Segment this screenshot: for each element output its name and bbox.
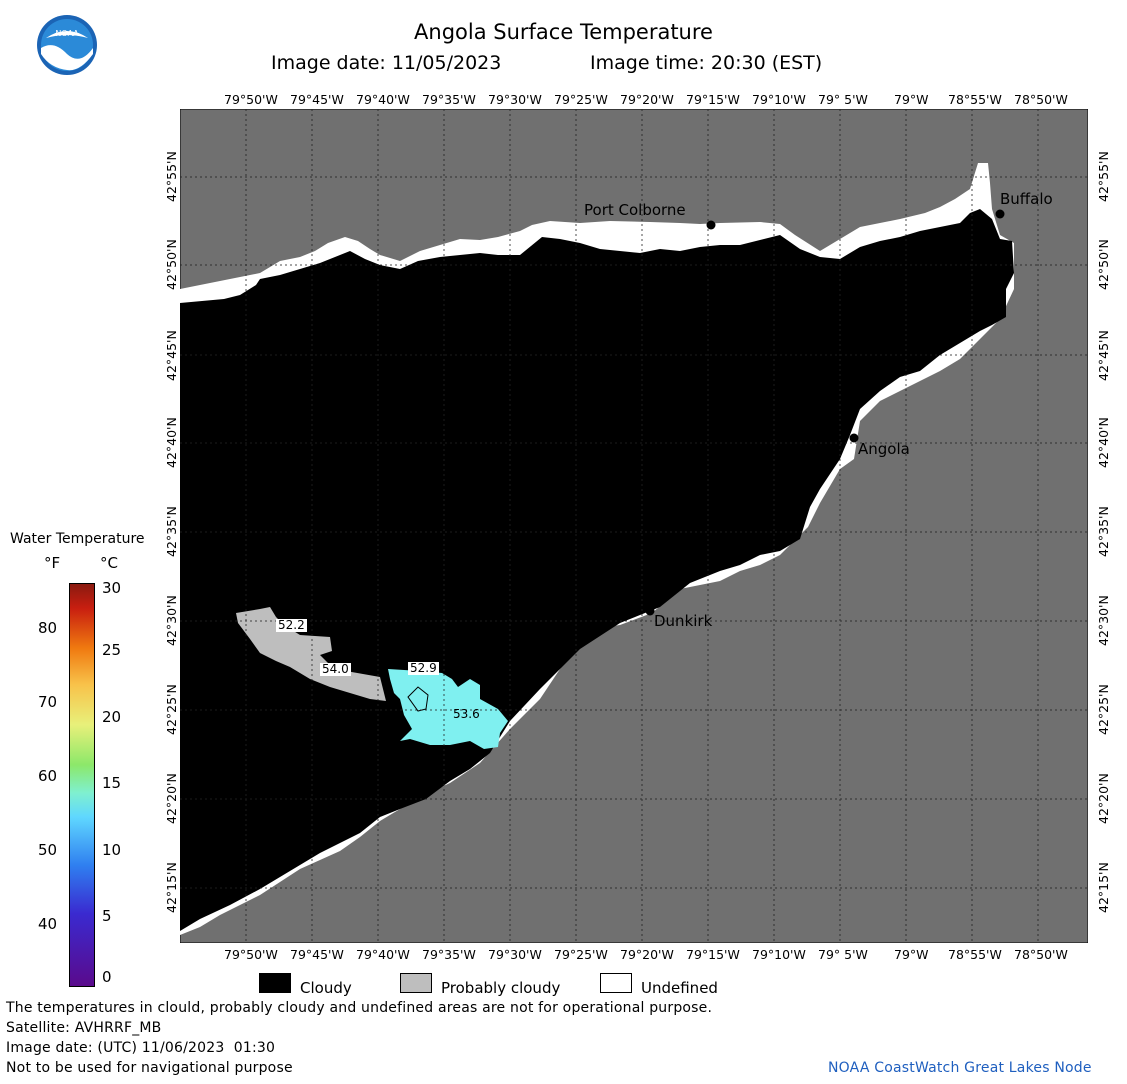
lon-label: 79°40'W [356,92,410,107]
lon-label: 78°50'W [1014,92,1068,107]
lon-label: 79°30'W [488,947,542,962]
map-svg [179,108,1089,944]
footer-utc-date: Image date: (UTC) 11/06/2023 01:30 [6,1040,276,1056]
sst-valid-area [388,669,508,749]
colorbar-unit-c: °C [100,554,118,572]
lat-label: 42°15'N [1096,862,1111,913]
colorbar-c-tick: 20 [102,708,122,726]
lon-label: 79°50'W [224,92,278,107]
lat-label: 42°40'N [1096,417,1111,468]
colorbar [69,583,95,987]
image-date: Image date: 11/05/2023 [271,52,502,74]
place-angola: Angola [858,440,910,458]
colorbar-f-tick: 80 [38,619,58,637]
colorbar-c-tick: 25 [102,641,122,659]
legend-swatch-probably-cloudy [400,973,432,993]
temp-value: 53.6 [453,707,480,721]
temp-value: 52.2 [276,618,307,632]
buffalo-marker [995,209,1005,219]
lat-label: 42°40'N [164,417,179,468]
footer-disclaimer: The temperatures in clould, probably clo… [6,1000,713,1016]
colorbar-title: Water Temperature [10,531,145,547]
port-colborne-marker [706,220,716,230]
cloudy-area [180,209,1014,931]
angola-marker [849,433,859,443]
place-dunkirk: Dunkirk [654,612,713,630]
lat-label: 42°45'N [1096,330,1111,381]
map-title: Angola Surface Temperature [414,20,713,44]
lon-label: 78°50'W [1014,947,1068,962]
lon-label: 79°W [894,947,929,962]
legend-label-cloudy: Cloudy [300,979,352,997]
lon-label: 79°10'W [752,92,806,107]
lon-label: 79°20'W [620,92,674,107]
lon-label: 79°15'W [686,947,740,962]
lon-label: 79°40'W [356,947,410,962]
dunkirk-marker [645,606,655,616]
lon-label: 79°35'W [422,92,476,107]
lon-label: 78°55'W [948,947,1002,962]
colorbar-f-tick: 50 [38,841,58,859]
colorbar-f-tick: 60 [38,767,58,785]
lon-label: 79°50'W [224,947,278,962]
legend-swatch-undefined [600,973,632,993]
lat-label: 42°55'N [164,151,179,202]
lon-label: 79°25'W [554,947,608,962]
colorbar-c-tick: 5 [102,907,112,925]
colorbar-c-tick: 0 [102,968,112,986]
noaa-logo-text: NOAA [55,29,79,38]
probably-cloudy-area [236,607,386,701]
lat-label: 42°20'N [1096,773,1111,824]
footer-nav-warning: Not to be used for navigational purpose [6,1060,293,1076]
colorbar-unit-f: °F [44,554,61,572]
colorbar-c-tick: 10 [102,841,122,859]
temp-value: 54.0 [320,662,351,676]
lat-label: 42°50'N [164,239,179,290]
lon-label: 79°30'W [488,92,542,107]
lat-label: 42°15'N [164,862,179,913]
temp-value: 52.9 [408,661,439,675]
graticule [180,109,1088,943]
lon-label: 79° 5'W [818,947,868,962]
colorbar-c-tick: 30 [102,579,122,597]
lon-label: 79° 5'W [818,92,868,107]
colorbar-c-tick: 15 [102,774,122,792]
lat-label: 42°25'N [164,684,179,735]
lon-label: 79°20'W [620,947,674,962]
lon-label: 79°45'W [290,92,344,107]
lon-label: 79°25'W [554,92,608,107]
lat-label: 42°50'N [1096,239,1111,290]
lat-label: 42°30'N [164,595,179,646]
lat-label: 42°35'N [164,506,179,557]
footer-credit: NOAA CoastWatch Great Lakes Node [828,1060,1092,1076]
legend-swatch-cloudy [259,973,291,993]
lat-label: 42°35'N [1096,506,1111,557]
lon-label: 79°15'W [686,92,740,107]
place-buffalo: Buffalo [1000,190,1053,208]
lat-label: 42°30'N [1096,595,1111,646]
lat-label: 42°20'N [164,773,179,824]
colorbar-f-tick: 40 [38,915,58,933]
lon-label: 79°W [894,92,929,107]
legend-label-undefined: Undefined [641,979,718,997]
colorbar-f-tick: 70 [38,693,58,711]
lat-label: 42°55'N [1096,151,1111,202]
sst-contour [407,686,429,712]
lat-label: 42°25'N [1096,684,1111,735]
legend-label-probably-cloudy: Probably cloudy [441,979,561,997]
image-time: Image time: 20:30 (EST) [590,52,823,74]
lat-label: 42°45'N [164,330,179,381]
map-panel[interactable] [179,108,1089,944]
place-port-colborne: Port Colborne [584,201,686,219]
lon-label: 79°35'W [422,947,476,962]
noaa-logo: NOAA [36,14,98,76]
lon-label: 78°55'W [948,92,1002,107]
lon-label: 79°10'W [752,947,806,962]
footer-satellite: Satellite: AVHRRF_MB [6,1020,162,1036]
lon-label: 79°45'W [290,947,344,962]
